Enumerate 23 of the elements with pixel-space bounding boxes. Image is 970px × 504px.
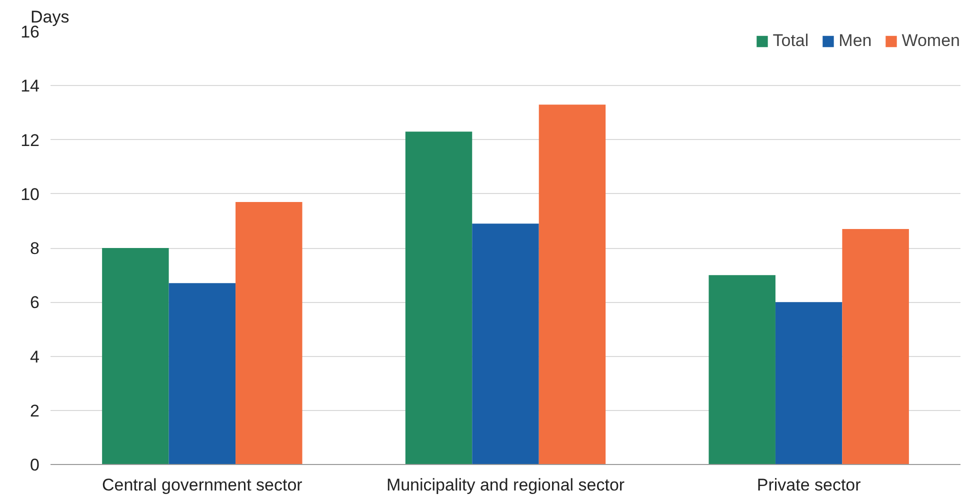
- legend-label: Total: [772, 31, 809, 51]
- y-tick-label: 6: [30, 293, 40, 312]
- bar: [538, 104, 606, 464]
- bar: [708, 275, 776, 464]
- y-tick-label: 0: [30, 456, 40, 474]
- bar: [775, 302, 842, 464]
- x-tick-label: Central government sector: [102, 476, 303, 494]
- bar: [842, 229, 909, 464]
- y-tick-label: 4: [30, 347, 40, 366]
- y-tick-label: 14: [20, 76, 40, 96]
- y-tick-label: 8: [30, 239, 40, 258]
- bar: [102, 248, 169, 464]
- legend-label: Men: [838, 31, 872, 51]
- bar: [168, 283, 236, 464]
- bar: [236, 202, 302, 464]
- x-tick-label: Municipality and regional sector: [386, 476, 625, 494]
- bar: [405, 132, 472, 464]
- x-tick-label: Private sector: [756, 476, 862, 494]
- legend-label: Women: [902, 31, 960, 51]
- y-tick-label: 12: [20, 130, 40, 150]
- y-tick-label: 2: [30, 401, 40, 420]
- bar: [472, 224, 539, 464]
- y-tick-label: 10: [20, 184, 40, 204]
